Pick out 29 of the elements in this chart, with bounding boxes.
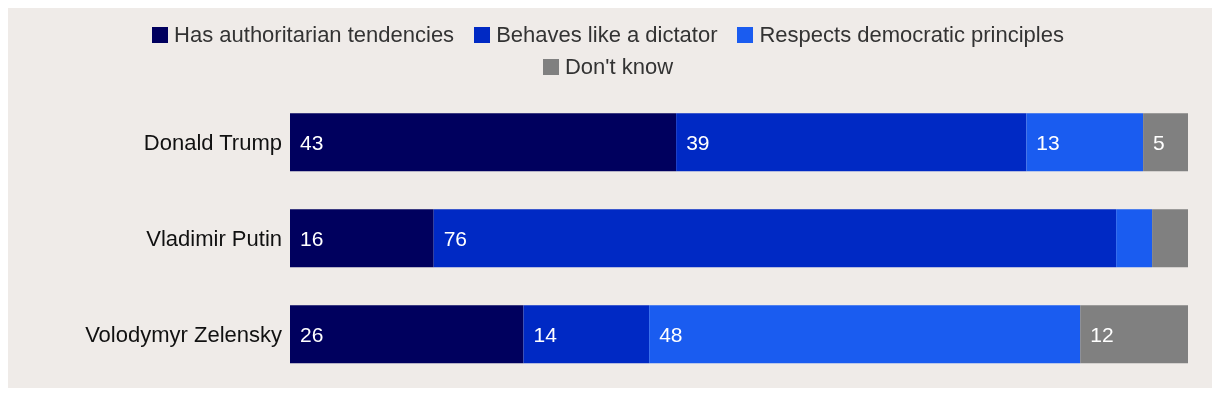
bar [1080, 305, 1188, 364]
data-label: 16 [300, 226, 324, 250]
legend-label: Has authoritarian tendencies [173, 22, 455, 48]
bar [290, 113, 677, 172]
bar [1116, 209, 1153, 268]
bar [290, 209, 434, 268]
data-label: 5 [1153, 130, 1165, 154]
bar [433, 209, 1117, 268]
data-label: 26 [300, 322, 324, 346]
data-label: 76 [443, 226, 468, 250]
bar [523, 305, 650, 364]
legend-label: Respects democratic principles [758, 22, 1064, 48]
bar [290, 305, 524, 364]
y-tick-label: Donald Trump [143, 129, 282, 155]
data-label: 48 [659, 322, 683, 346]
data-label: 12 [1090, 322, 1114, 346]
legend-label: Behaves like a dictator [495, 22, 718, 48]
data-label: 13 [1036, 130, 1060, 154]
bar [1026, 113, 1144, 172]
bar [676, 113, 1027, 172]
y-tick-label: Volodymyr Zelensky [85, 321, 282, 347]
data-label: 39 [686, 130, 710, 154]
data-label: 43 [300, 130, 324, 154]
bar [1143, 113, 1188, 172]
legend-label: Don't know [563, 54, 674, 80]
bar [649, 305, 1081, 364]
y-tick-label: Vladimir Putin [146, 225, 282, 251]
bar [1152, 209, 1188, 268]
data-label: 14 [533, 322, 558, 346]
